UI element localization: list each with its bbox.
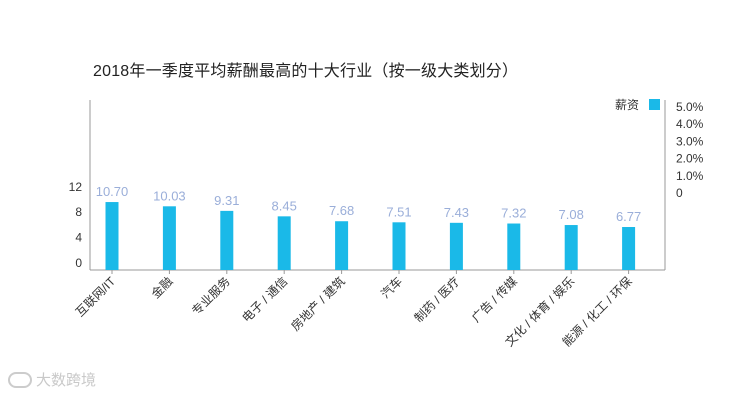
category-label: 广告 / 传媒: [468, 274, 520, 326]
y-right-tick-label: 4.0%: [676, 117, 704, 131]
bar: [220, 210, 234, 270]
data-label: 8.45: [272, 198, 297, 213]
data-label: 7.32: [501, 206, 526, 221]
data-label: 7.08: [559, 207, 584, 222]
bar: [622, 227, 636, 270]
category-label: 汽车: [378, 274, 406, 302]
watermark: 大数跨境: [8, 369, 96, 390]
bar: [449, 222, 463, 270]
legend-label: 薪资: [615, 98, 640, 112]
y-left-tick-label: 12: [69, 180, 83, 194]
y-right-tick-label: 2.0%: [676, 152, 704, 166]
data-label: 10.70: [96, 184, 129, 199]
bar: [162, 206, 176, 270]
watermark-logo-icon: [8, 371, 32, 388]
y-right-tick-label: 3.0%: [676, 134, 704, 148]
category-label: 金融: [148, 274, 176, 302]
category-label: 房地产 / 建筑: [288, 274, 348, 334]
category-label: 互联网/IT: [73, 274, 119, 320]
data-label: 10.03: [153, 188, 186, 203]
bar: [335, 221, 349, 270]
bar: [564, 225, 578, 270]
category-label: 制药 / 医疗: [412, 274, 463, 325]
category-label: 专业服务: [188, 274, 233, 319]
category-label: 电子 / 通信: [239, 274, 290, 325]
chart-title: 2018年一季度平均薪酬最高的十大行业（按一级大类划分）: [93, 63, 519, 80]
bar: [105, 202, 119, 270]
legend-swatch: [649, 99, 661, 110]
y-left-tick-label: 0: [75, 256, 82, 270]
data-label: 6.77: [616, 209, 641, 224]
y-left-tick-label: 4: [75, 231, 82, 245]
legend: 薪资: [615, 96, 661, 113]
data-label: 9.31: [214, 193, 239, 208]
data-label: 7.43: [444, 205, 469, 220]
data-label: 7.51: [386, 204, 411, 219]
bar: [392, 222, 406, 270]
y-right-tick-label: 0: [676, 186, 683, 200]
bar: [507, 223, 521, 270]
watermark-text: 大数跨境: [36, 372, 97, 389]
bar: [277, 216, 291, 270]
y-left-tick-label: 8: [75, 205, 82, 219]
y-right-tick-label: 1.0%: [676, 169, 704, 183]
data-label: 7.68: [329, 203, 354, 218]
y-right-tick-label: 5.0%: [676, 100, 704, 114]
